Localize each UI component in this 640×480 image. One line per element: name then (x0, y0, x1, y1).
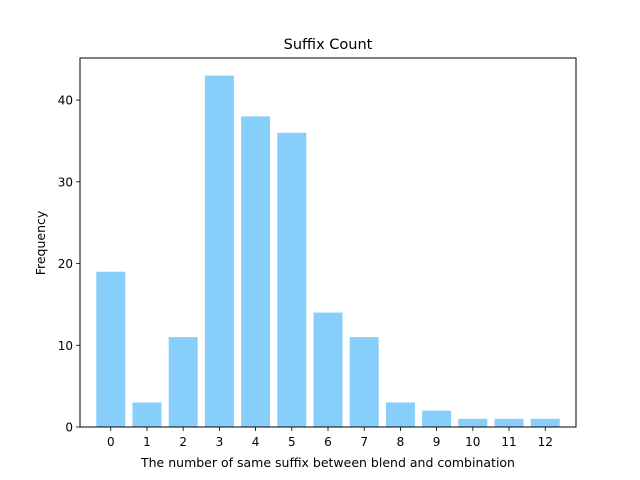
bar-9 (422, 410, 452, 427)
bar-6 (313, 312, 343, 427)
y-ticks: 0 10 20 30 40 (58, 94, 80, 435)
x-tick-label: 11 (501, 435, 516, 449)
x-tick-label: 6 (324, 435, 332, 449)
y-tick-label: 40 (58, 94, 73, 108)
x-tick-label: 12 (538, 435, 553, 449)
bar-4 (241, 116, 271, 428)
x-tick-label: 1 (143, 435, 151, 449)
bar-2 (168, 337, 198, 427)
x-tick-label: 9 (433, 435, 441, 449)
bar-10 (458, 418, 488, 427)
y-tick-label: 10 (58, 339, 73, 353)
x-tick-label: 10 (465, 435, 480, 449)
x-tick-label: 3 (216, 435, 224, 449)
bar-8 (385, 402, 415, 427)
bar-0 (96, 271, 126, 427)
x-tick-label: 5 (288, 435, 296, 449)
x-tick-label: 7 (360, 435, 368, 449)
x-tick-label: 8 (397, 435, 405, 449)
bar-12 (530, 418, 560, 427)
bar-11 (494, 418, 524, 427)
bar-5 (277, 132, 307, 427)
y-tick-label: 20 (58, 257, 73, 271)
x-tick-label: 4 (252, 435, 260, 449)
y-axis-label: Frequency (33, 210, 48, 275)
chart-title: Suffix Count (284, 37, 373, 53)
y-tick-label: 30 (58, 175, 73, 189)
x-tick-label: 2 (179, 435, 187, 449)
bar-3 (204, 75, 234, 428)
x-tick-label: 0 (107, 435, 115, 449)
x-axis-label: The number of same suffix between blend … (140, 455, 515, 470)
y-tick-label: 0 (65, 421, 73, 435)
bars-group (96, 75, 560, 428)
x-ticks: 0 1 2 3 4 5 6 7 8 9 10 11 12 (107, 427, 553, 449)
plot-frame (79, 57, 577, 428)
bar-1 (132, 402, 162, 427)
bar-7 (349, 337, 379, 427)
